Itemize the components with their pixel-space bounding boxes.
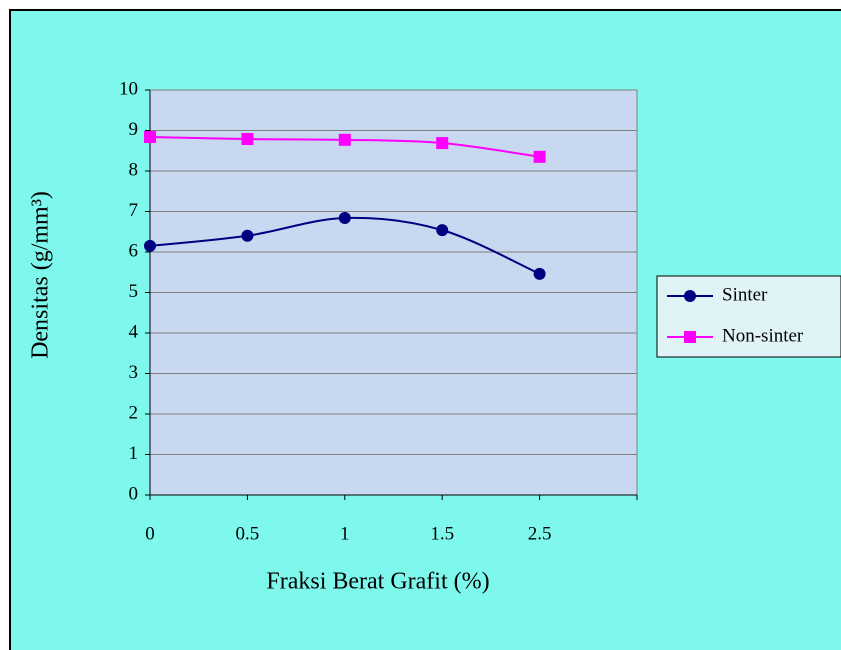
x-tick-label: 1.5 — [430, 523, 454, 544]
x-tick-label: 2.5 — [528, 523, 552, 544]
y-tick-label: 2 — [129, 402, 139, 423]
legend-label: Non-sinter — [722, 325, 804, 346]
y-tick-label: 0 — [129, 483, 139, 504]
y-tick-label: 8 — [129, 159, 139, 180]
y-tick-label: 1 — [129, 443, 139, 464]
x-tick-label: 0 — [145, 523, 155, 544]
marker — [436, 137, 449, 150]
marker — [338, 211, 351, 224]
x-tick-label: 1 — [340, 523, 350, 544]
x-tick-label: 0.5 — [236, 523, 260, 544]
marker — [684, 290, 696, 302]
y-tick-label: 4 — [129, 321, 139, 342]
marker — [533, 150, 546, 163]
marker — [338, 133, 351, 146]
marker — [533, 267, 546, 280]
y-tick-label: 7 — [129, 200, 139, 221]
marker — [684, 331, 696, 343]
y-axis-label: Densitas (g/mm³) — [28, 191, 54, 359]
marker — [241, 229, 254, 242]
y-tick-label: 5 — [129, 281, 139, 302]
x-axis-label: Fraksi Berat Grafit (%) — [266, 569, 489, 595]
y-tick-label: 3 — [129, 362, 139, 383]
marker — [144, 239, 156, 252]
legend-label: Sinter — [722, 284, 768, 305]
y-tick-label: 10 — [119, 78, 138, 99]
legend — [656, 275, 841, 358]
marker — [144, 130, 156, 143]
y-tick-label: 9 — [129, 119, 139, 140]
marker — [241, 133, 254, 146]
marker — [436, 224, 449, 237]
y-tick-label: 6 — [129, 240, 139, 261]
